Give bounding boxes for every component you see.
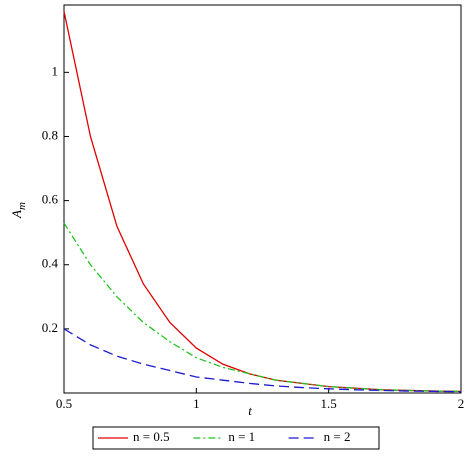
- plot-frame: [63, 4, 462, 394]
- y-tick-label: 0.4: [42, 256, 59, 271]
- y-label-sub: m: [16, 202, 28, 210]
- legend-label: n = 1: [228, 429, 255, 444]
- x-tick-label: 2: [458, 396, 465, 411]
- x-tick-label: 1: [193, 396, 200, 411]
- y-axis-label: Am: [9, 202, 28, 219]
- y-tick-label: 0.8: [42, 127, 58, 142]
- legend-box: [92, 426, 380, 450]
- y-label-main: A: [9, 210, 24, 219]
- legend-label: n = 0.5: [133, 429, 170, 444]
- series-line: [63, 328, 462, 393]
- series-line: [63, 11, 462, 393]
- y-tick-label: 0.6: [42, 192, 59, 207]
- x-tick-label: 0.5: [56, 396, 72, 411]
- legend-label: n = 2: [324, 429, 351, 444]
- x-tick-label: 1.5: [321, 396, 337, 411]
- y-tick-label: 0.2: [42, 320, 58, 335]
- x-axis-label: t: [248, 403, 252, 418]
- y-tick-label: 1: [52, 63, 59, 78]
- series-line: [63, 222, 462, 393]
